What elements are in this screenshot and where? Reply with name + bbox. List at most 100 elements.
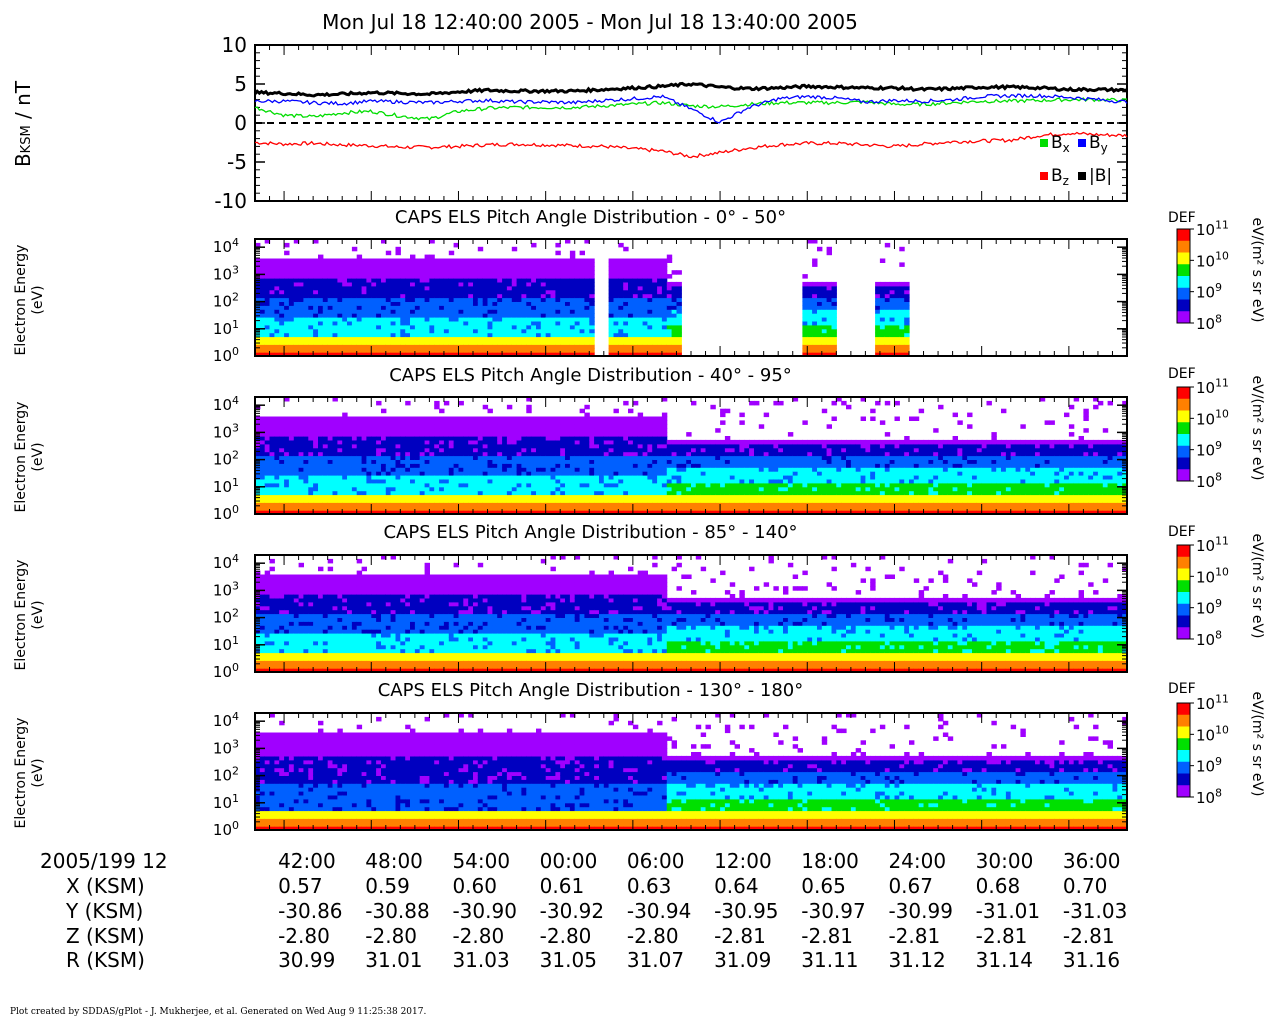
spectro-cell — [318, 471, 324, 476]
spectro-cell — [419, 490, 426, 496]
spectro-cell — [453, 443, 459, 449]
spectro-cell — [545, 344, 552, 349]
spectro-cell — [807, 305, 813, 310]
spectro-cell — [439, 301, 445, 306]
spectro-cell — [468, 317, 474, 322]
spectro-cell — [516, 471, 522, 476]
spectro-cell — [303, 320, 309, 326]
spectro-cell — [584, 451, 590, 457]
spectro-cell — [453, 258, 459, 263]
spectro-cell — [613, 490, 619, 496]
spectro-cell — [347, 348, 353, 353]
spectro-cell — [817, 293, 823, 299]
spectro-cell — [356, 281, 363, 287]
spectro-cell — [337, 436, 343, 441]
spectro-cell — [531, 439, 537, 445]
spectro-cell — [298, 352, 304, 357]
spectro-cell — [603, 510, 610, 515]
spectro-cell — [574, 494, 581, 499]
spectro-cell — [424, 436, 430, 441]
spectro-cell — [419, 270, 426, 275]
spectro-cell — [458, 293, 464, 299]
spectro-cell — [889, 344, 895, 349]
spectro-cell — [342, 332, 348, 338]
spectro-cell — [632, 439, 639, 445]
spectro-cell — [511, 246, 518, 252]
spectro-cell — [366, 258, 372, 263]
spectro-cell — [647, 289, 653, 295]
spectro-cell — [560, 278, 566, 283]
spectro-cell — [269, 317, 275, 322]
spectro-cell — [458, 459, 464, 464]
spectro-cell — [642, 293, 648, 299]
spectro-cell — [482, 436, 489, 441]
spectro-cell — [424, 262, 430, 267]
spectro-cell — [443, 400, 450, 406]
spectro-cell — [632, 309, 639, 314]
spectro-cell — [666, 285, 673, 291]
spectro-cell — [458, 317, 464, 322]
spectro-cell — [381, 317, 387, 322]
spectro-cell — [269, 436, 275, 441]
spectro-cell — [443, 482, 450, 488]
spectro-cell — [443, 262, 450, 267]
spectro-cell — [293, 506, 300, 511]
spectro-cell — [594, 439, 600, 445]
spectro-cell — [492, 439, 498, 445]
spectro-cell — [424, 254, 430, 260]
spectro-cell — [439, 313, 445, 318]
spectro-cell — [381, 278, 387, 283]
spectro-cell — [318, 297, 324, 302]
spectro-cell — [322, 506, 329, 511]
spectro-cell — [313, 451, 319, 457]
spectro-cell — [371, 285, 377, 291]
spectro-cell — [337, 443, 343, 449]
spectro-cell — [555, 467, 561, 472]
spectro-cell — [385, 301, 392, 306]
spectro-cell — [555, 340, 561, 345]
spectro-cell — [642, 420, 648, 425]
spectro-cell — [569, 266, 576, 271]
spectro-cell — [293, 510, 300, 515]
spectro-cell — [361, 324, 367, 330]
spectro-cell — [313, 258, 319, 263]
spectro-cell — [531, 475, 537, 480]
spectro-cell — [308, 344, 314, 349]
spectro-cell — [458, 258, 464, 263]
spectro-cell — [691, 494, 697, 499]
spectro-cell — [657, 320, 663, 326]
spectro-cell — [410, 455, 416, 460]
spectro-cell — [288, 494, 295, 499]
spectro-cell — [817, 352, 823, 357]
spectro-cell — [477, 463, 484, 468]
spectro-cell — [473, 262, 479, 267]
spectro-cell — [468, 502, 474, 507]
spectro-cell — [676, 348, 682, 353]
spectro-cell — [618, 309, 624, 314]
spectro-cell — [448, 274, 455, 279]
spectro-cell — [531, 301, 537, 306]
spectro-cell — [884, 301, 891, 306]
spectro-cell — [506, 478, 513, 484]
spectro-cell — [356, 293, 363, 299]
spectro-cell — [613, 305, 619, 310]
spectro-cell — [405, 463, 411, 468]
spectro-cell — [807, 297, 813, 302]
spectro-cell — [284, 274, 290, 279]
spectro-cell — [405, 482, 411, 488]
spectro-cell — [904, 328, 910, 334]
spectro-cell — [521, 490, 527, 496]
spectro-cell — [584, 478, 590, 484]
spectro-cell — [613, 436, 619, 441]
spectro-cell — [274, 309, 280, 314]
spectro-cell — [274, 352, 280, 357]
spectro-cell — [652, 428, 658, 433]
colorbar-segment — [1177, 229, 1190, 242]
spectro-cell — [410, 317, 416, 322]
spectro-cell — [439, 482, 445, 488]
spectro-cell — [574, 301, 581, 306]
spectro-cell — [502, 467, 508, 472]
spectro-cell — [458, 340, 464, 345]
spectro-cell — [298, 344, 304, 349]
spectro-cell — [288, 340, 295, 345]
